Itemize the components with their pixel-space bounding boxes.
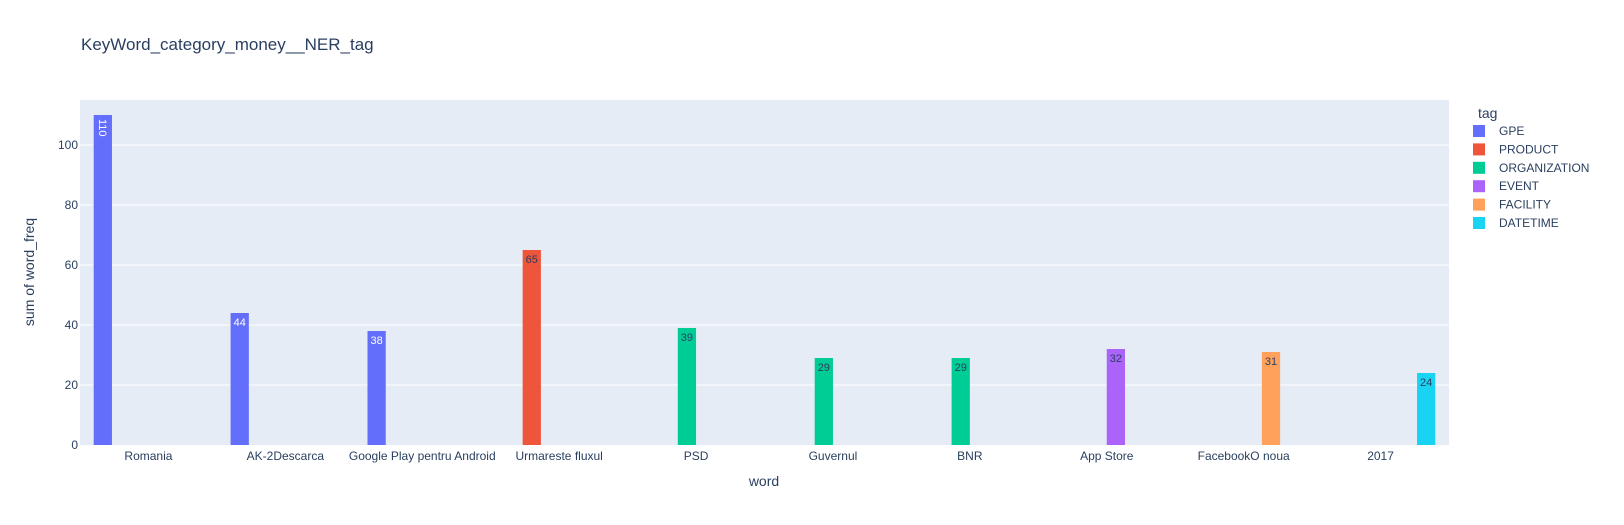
legend-title: tag (1478, 105, 1497, 121)
bar[interactable] (814, 358, 833, 445)
legend-item-label[interactable]: DATETIME (1499, 216, 1559, 230)
bars: 110 44 38 65 39 29 29 32 31 24 (93, 115, 1436, 445)
bar[interactable] (93, 115, 112, 445)
bar[interactable] (1106, 349, 1126, 445)
y-tick-label: 40 (65, 318, 79, 332)
x-axis-ticks: Romania AK-2Descarca Google Play pentru An… (124, 449, 1394, 463)
x-tick-label: Romania (124, 449, 172, 463)
bar-value-label: 24 (1420, 377, 1432, 389)
bar[interactable] (1417, 373, 1436, 445)
chart-title: KeyWord_category_money__NER_tag (81, 35, 374, 54)
bar[interactable] (230, 313, 249, 445)
legend-swatch[interactable] (1473, 143, 1485, 156)
legend-item-label[interactable]: ORGANIZATION (1499, 161, 1589, 175)
x-tick-label: Guvernul (809, 449, 858, 463)
bar-value-label: 38 (370, 335, 382, 347)
legend-item-label[interactable]: EVENT (1499, 179, 1540, 193)
legend-swatch[interactable] (1473, 217, 1485, 229)
x-tick-label: BNR (957, 449, 983, 463)
y-axis-title: sum of word_freq (21, 218, 37, 326)
x-tick-label: FacebookO noua (1198, 449, 1290, 463)
y-tick-label: 0 (71, 438, 78, 452)
bar-value-label: 110 (96, 119, 108, 137)
legend[interactable]: tag GPE PRODUCT ORGANIZATION EVENT FACILITY D… (1473, 105, 1589, 230)
x-tick-label: Google Play pentru Android (349, 449, 496, 463)
bar-value-label: 31 (1265, 356, 1277, 368)
bar[interactable] (522, 250, 541, 445)
bar[interactable] (951, 358, 970, 445)
bar-value-label: 44 (234, 317, 246, 329)
bar[interactable] (1261, 352, 1281, 445)
x-tick-label: Urmareste fluxul (515, 449, 602, 463)
x-tick-label: App Store (1080, 449, 1134, 463)
legend-swatch[interactable] (1473, 161, 1485, 174)
x-tick-label: AK-2Descarca (247, 449, 325, 463)
y-tick-label: 20 (65, 378, 79, 392)
y-tick-label: 80 (65, 198, 79, 212)
legend-item-label[interactable]: GPE (1499, 124, 1524, 138)
bar-value-label: 65 (526, 254, 538, 266)
bar-value-label: 29 (955, 362, 967, 374)
y-tick-label: 100 (58, 138, 78, 152)
bar[interactable] (677, 328, 697, 445)
bar[interactable] (367, 331, 386, 445)
y-tick-label: 60 (65, 258, 79, 272)
gridlines (80, 144, 1449, 386)
plot-area (80, 100, 1449, 445)
bar-value-label: 32 (1110, 353, 1122, 365)
legend-swatch[interactable] (1473, 198, 1485, 211)
y-axis-ticks: 0 20 40 60 80 100 (58, 138, 78, 452)
legend-swatch[interactable] (1473, 180, 1485, 193)
bar-value-label: 39 (681, 332, 693, 344)
legend-item-label[interactable]: PRODUCT (1499, 142, 1559, 156)
x-tick-label: PSD (684, 449, 709, 463)
x-axis-title: word (748, 473, 779, 489)
bar-value-label: 29 (818, 362, 830, 374)
legend-swatch[interactable] (1473, 125, 1485, 137)
x-tick-label: 2017 (1367, 449, 1394, 463)
legend-item-label[interactable]: FACILITY (1499, 198, 1551, 212)
